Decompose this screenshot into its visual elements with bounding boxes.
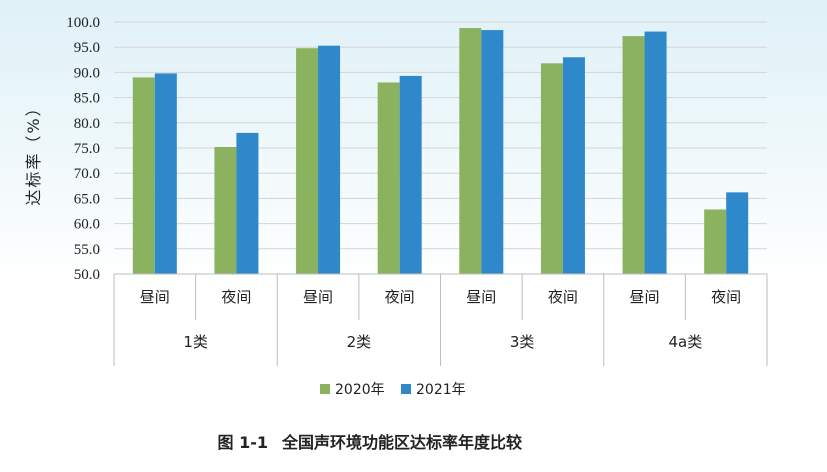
bar-2021年-5 xyxy=(562,57,585,274)
bar-2021年-6 xyxy=(644,31,667,274)
y-tick-label: 65.0 xyxy=(74,191,100,207)
x-tick-label: 昼间 xyxy=(466,288,496,306)
category-labels: 昼间 夜间 昼间 夜间 昼间 夜间 昼间 夜间 xyxy=(140,288,741,306)
y-tick-label: 90.0 xyxy=(74,65,100,81)
gridlines xyxy=(114,21,767,275)
x-tick-label: 夜间 xyxy=(548,288,578,306)
group-label: 3类 xyxy=(510,333,535,351)
bar-2021年-1 xyxy=(236,132,259,274)
y-tick-label: 55.0 xyxy=(74,242,100,258)
bar-2020年-6 xyxy=(622,36,645,274)
y-axis-ticks: 50.0 55.0 60.0 65.0 70.0 75.0 80.0 85.0 90.0 95.0… xyxy=(66,15,100,283)
bar-2021年-3 xyxy=(399,75,422,274)
legend-swatch-2020 xyxy=(320,384,330,394)
bar-2020年-1 xyxy=(214,146,237,274)
bar-2021年-0 xyxy=(154,73,177,275)
bar-2021年-2 xyxy=(318,45,341,274)
group-label: 1类 xyxy=(183,333,208,351)
bar-2020年-7 xyxy=(704,209,727,274)
bars xyxy=(132,28,749,275)
y-tick-label: 50.0 xyxy=(74,267,100,283)
figure-number: 图 1-1 xyxy=(218,433,268,452)
figure-caption: 图 1-1 全国声环境功能区达标率年度比较 xyxy=(218,433,523,452)
bar-2020年-4 xyxy=(459,28,482,274)
y-tick-label: 85.0 xyxy=(74,91,100,107)
bar-2020年-5 xyxy=(540,63,563,274)
y-tick-label: 75.0 xyxy=(74,141,100,157)
y-tick-label: 70.0 xyxy=(74,166,100,182)
bar-2021年-7 xyxy=(726,192,749,274)
y-tick-label: 80.0 xyxy=(74,116,100,132)
bar-2020年-2 xyxy=(296,48,319,274)
y-tick-label: 95.0 xyxy=(74,40,100,56)
x-tick-label: 昼间 xyxy=(140,288,170,306)
group-label: 4a类 xyxy=(669,333,703,351)
y-tick-label: 100.0 xyxy=(66,15,100,31)
x-tick-label: 夜间 xyxy=(385,288,415,306)
legend-label-2021: 2021年 xyxy=(416,382,466,398)
x-tick-label: 夜间 xyxy=(221,288,251,306)
group-labels: 1类 2类 3类 4a类 xyxy=(183,333,702,351)
chart-title: 全国声环境功能区达标率年度比较 xyxy=(281,433,522,452)
y-tick-label: 60.0 xyxy=(74,217,100,233)
legend-label-2020: 2020年 xyxy=(335,382,385,398)
bar-2020年-3 xyxy=(377,82,400,274)
bar-2020年-0 xyxy=(132,77,155,274)
legend: 2020年 2021年 xyxy=(320,382,466,398)
x-tick-label: 昼间 xyxy=(630,288,660,306)
x-axis-table xyxy=(113,273,768,366)
bar-2021年-4 xyxy=(481,30,504,275)
x-tick-label: 昼间 xyxy=(303,288,333,306)
legend-swatch-2021 xyxy=(401,384,411,394)
group-label: 2类 xyxy=(347,333,372,351)
x-tick-label: 夜间 xyxy=(711,288,741,306)
y-axis-label: 达标率（%） xyxy=(24,98,43,205)
